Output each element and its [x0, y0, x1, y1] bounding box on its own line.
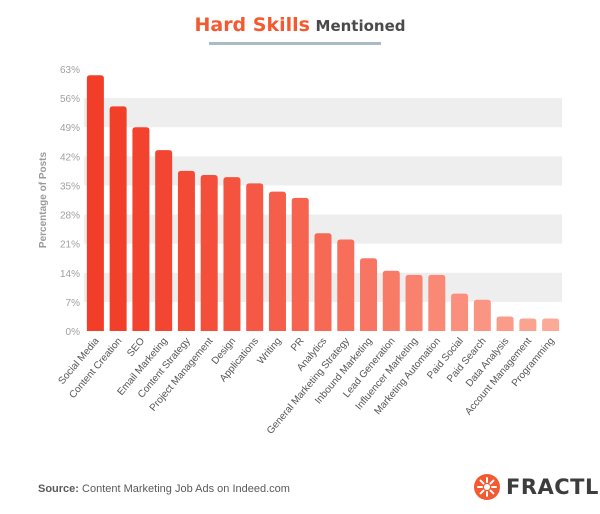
bar-chart: 0% 7% 14% 21% 28% 35% 42% 49% 56% 63% Percentage o… [38, 65, 562, 437]
y-tick-label: 42% [60, 152, 80, 163]
bar [360, 258, 378, 331]
bar [428, 274, 446, 331]
bar [177, 170, 195, 331]
y-tick-label: 28% [60, 211, 80, 222]
bar [246, 183, 264, 331]
bar [542, 318, 560, 331]
chart-title-rest: Mentioned [315, 17, 406, 35]
bar [223, 177, 241, 331]
x-tick-label: PR [289, 336, 306, 354]
bar [109, 106, 127, 331]
y-tick-label: 56% [60, 94, 80, 105]
bar [451, 293, 469, 331]
y-tick-label: 0% [66, 327, 81, 338]
bar [382, 270, 400, 331]
source-note: Source: Content Marketing Job Ads on Ind… [38, 483, 290, 495]
y-tick-label: 14% [60, 269, 80, 280]
bar [132, 127, 150, 331]
bar [268, 191, 286, 331]
y-tick-label: 49% [60, 123, 80, 134]
y-tick-label: 35% [60, 181, 80, 192]
source-text: Content Marketing Job Ads on Indeed.com [82, 483, 290, 495]
bar [291, 197, 309, 331]
bar [473, 299, 491, 331]
fractl-logo: FRACTL [473, 472, 599, 502]
fractl-logo-text: FRACTL [506, 475, 599, 499]
bar [496, 316, 514, 331]
y-tick-label: 7% [66, 298, 81, 309]
grid-band [84, 98, 562, 128]
bar [519, 318, 537, 331]
chart-title: Hard Skills Mentioned [0, 14, 600, 36]
bar [337, 239, 355, 331]
bar [155, 150, 173, 331]
y-axis-title: Percentage of Posts [38, 151, 49, 248]
x-tick-label: Writing [255, 336, 283, 367]
source-label: Source: [38, 483, 79, 495]
y-tick-label: 63% [60, 65, 80, 76]
bar [314, 233, 332, 331]
bar [200, 175, 218, 331]
chart-title-accent: Hard Skills [194, 14, 310, 36]
bar [86, 75, 104, 331]
title-underline [209, 42, 381, 45]
y-tick-label: 21% [60, 240, 80, 251]
bar [405, 274, 423, 331]
fractl-logo-icon [474, 474, 500, 500]
